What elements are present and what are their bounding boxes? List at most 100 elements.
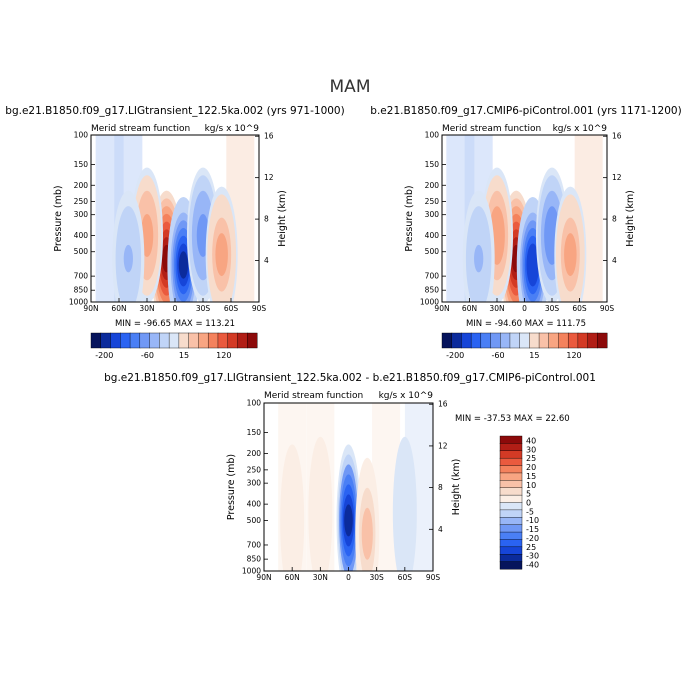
- colorbar-swatch: [587, 332, 598, 349]
- colorbar-label: 40: [526, 436, 536, 445]
- colorbar: -200 -60 15 120: [441, 332, 608, 360]
- colorbar-swatch: [237, 332, 248, 349]
- contour-level: [474, 244, 484, 273]
- colorbar-swatch: [461, 332, 472, 349]
- y-tick-label: 1000: [69, 298, 88, 307]
- contour-level: [362, 517, 372, 550]
- y2-tick-label: 8: [264, 215, 269, 224]
- colorbar-label: -5: [526, 507, 534, 516]
- y-tick-label: 100: [247, 399, 262, 408]
- colorbar-label: 20: [526, 463, 536, 472]
- y-axis-label: Pressure (mb): [404, 185, 415, 251]
- y2-axis-label: Height (km): [277, 190, 288, 247]
- colorbar-swatch: [567, 332, 579, 349]
- y2-tick-label: 12: [612, 173, 622, 182]
- contour-field: [95, 135, 255, 302]
- x-tick-label: 90S: [252, 304, 267, 313]
- y-tick-label: 300: [425, 210, 440, 219]
- contour-level: [287, 504, 297, 537]
- colorbar-swatch: [499, 450, 523, 459]
- x-tick-label: 60N: [462, 304, 477, 313]
- colorbar-swatch: [470, 332, 482, 349]
- colorbar-label: 10: [526, 481, 536, 490]
- colorbar-swatch: [441, 332, 453, 349]
- colorbar-swatch: [499, 435, 523, 444]
- y-tick-label: 400: [74, 231, 89, 240]
- y-tick-label: 700: [247, 540, 262, 549]
- colorbar-label: 30: [526, 445, 536, 454]
- y-tick-label: 700: [74, 272, 89, 281]
- y-axis-label: Pressure (mb): [53, 185, 64, 251]
- colorbar-swatch: [178, 332, 190, 349]
- x-tick-label: 90S: [600, 304, 615, 313]
- colorbar-swatch: [159, 332, 170, 349]
- contour-level: [142, 221, 152, 250]
- colorbar-swatch: [499, 524, 523, 533]
- y2-tick-label: 8: [612, 215, 617, 224]
- x-tick-label: 0: [522, 304, 527, 313]
- y-axis-label: Pressure (mb): [226, 454, 237, 520]
- contour-level: [217, 240, 227, 269]
- y2-tick-label: 16: [438, 400, 448, 409]
- colorbar-swatch: [499, 546, 523, 555]
- y-tick-label: 400: [247, 500, 262, 509]
- y-tick-label: 300: [247, 479, 262, 488]
- x-tick-label: 60S: [572, 304, 587, 313]
- x-tick-label: 30N: [489, 304, 504, 313]
- contour-level: [492, 221, 502, 250]
- y2-tick-label: 16: [612, 132, 622, 141]
- panel-3-min-max: MIN = -37.53 MAX = 22.60: [455, 414, 570, 424]
- colorbar-swatch: [217, 332, 229, 349]
- colorbar-label: 25: [526, 543, 536, 552]
- y2-tick-label: 12: [438, 441, 448, 450]
- x-tick-label: 60S: [224, 304, 239, 313]
- colorbar-label: 15: [526, 472, 536, 481]
- colorbar-label: 5: [526, 490, 531, 499]
- contour-field: [278, 403, 433, 571]
- y-tick-label: 150: [247, 428, 262, 437]
- colorbar-swatch: [198, 332, 209, 349]
- y-tick-label: 850: [247, 555, 262, 564]
- colorbar-swatch: [499, 443, 523, 452]
- y2-tick-label: 4: [438, 525, 443, 534]
- colorbar-label: -60: [492, 351, 505, 360]
- x-tick-label: 30N: [313, 573, 328, 582]
- y-tick-label: 850: [425, 286, 440, 295]
- x-tick-label: 90N: [434, 304, 449, 313]
- colorbar-swatch: [100, 332, 112, 349]
- y-tick-label: 300: [74, 210, 89, 219]
- panel-2-units-label: kg/s x 10^9: [553, 124, 608, 134]
- x-tick-label: 0: [173, 304, 178, 313]
- contour-level: [528, 251, 538, 279]
- y-tick-label: 150: [74, 160, 89, 169]
- colorbar-label: 15: [529, 351, 539, 360]
- contour-level: [565, 240, 575, 269]
- contour-level: [316, 496, 325, 529]
- x-tick-label: 90N: [256, 573, 271, 582]
- x-tick-label: 0: [346, 573, 351, 582]
- y2-axis-label: Height (km): [625, 190, 636, 247]
- x-tick-label: 30S: [370, 573, 385, 582]
- panel-1-variable-label: Merid stream function: [91, 124, 190, 134]
- colorbar-swatch: [480, 332, 492, 349]
- y-tick-label: 100: [425, 131, 440, 140]
- colorbar-label: 15: [179, 351, 189, 360]
- x-tick-label: 90N: [83, 304, 98, 313]
- y-tick-label: 1000: [242, 567, 261, 576]
- colorbar-swatch: [499, 531, 523, 540]
- panel-1-case-title: bg.e21.B1850.f09_g17.LIGtransient_122.5k…: [5, 105, 344, 117]
- colorbar-swatch: [538, 332, 550, 349]
- colorbar-label: -30: [526, 552, 539, 561]
- colorbar-swatch: [499, 472, 523, 481]
- y-tick-label: 250: [425, 197, 440, 206]
- panel-1-min-max: MIN = -96.65 MAX = 113.21: [115, 319, 235, 329]
- page-title: MAM: [330, 77, 371, 97]
- colorbar-swatch: [499, 502, 523, 511]
- y-tick-label: 500: [425, 247, 440, 256]
- colorbar-label: -20: [526, 534, 539, 543]
- colorbar-label: 120: [566, 351, 581, 360]
- y-tick-label: 250: [247, 465, 262, 474]
